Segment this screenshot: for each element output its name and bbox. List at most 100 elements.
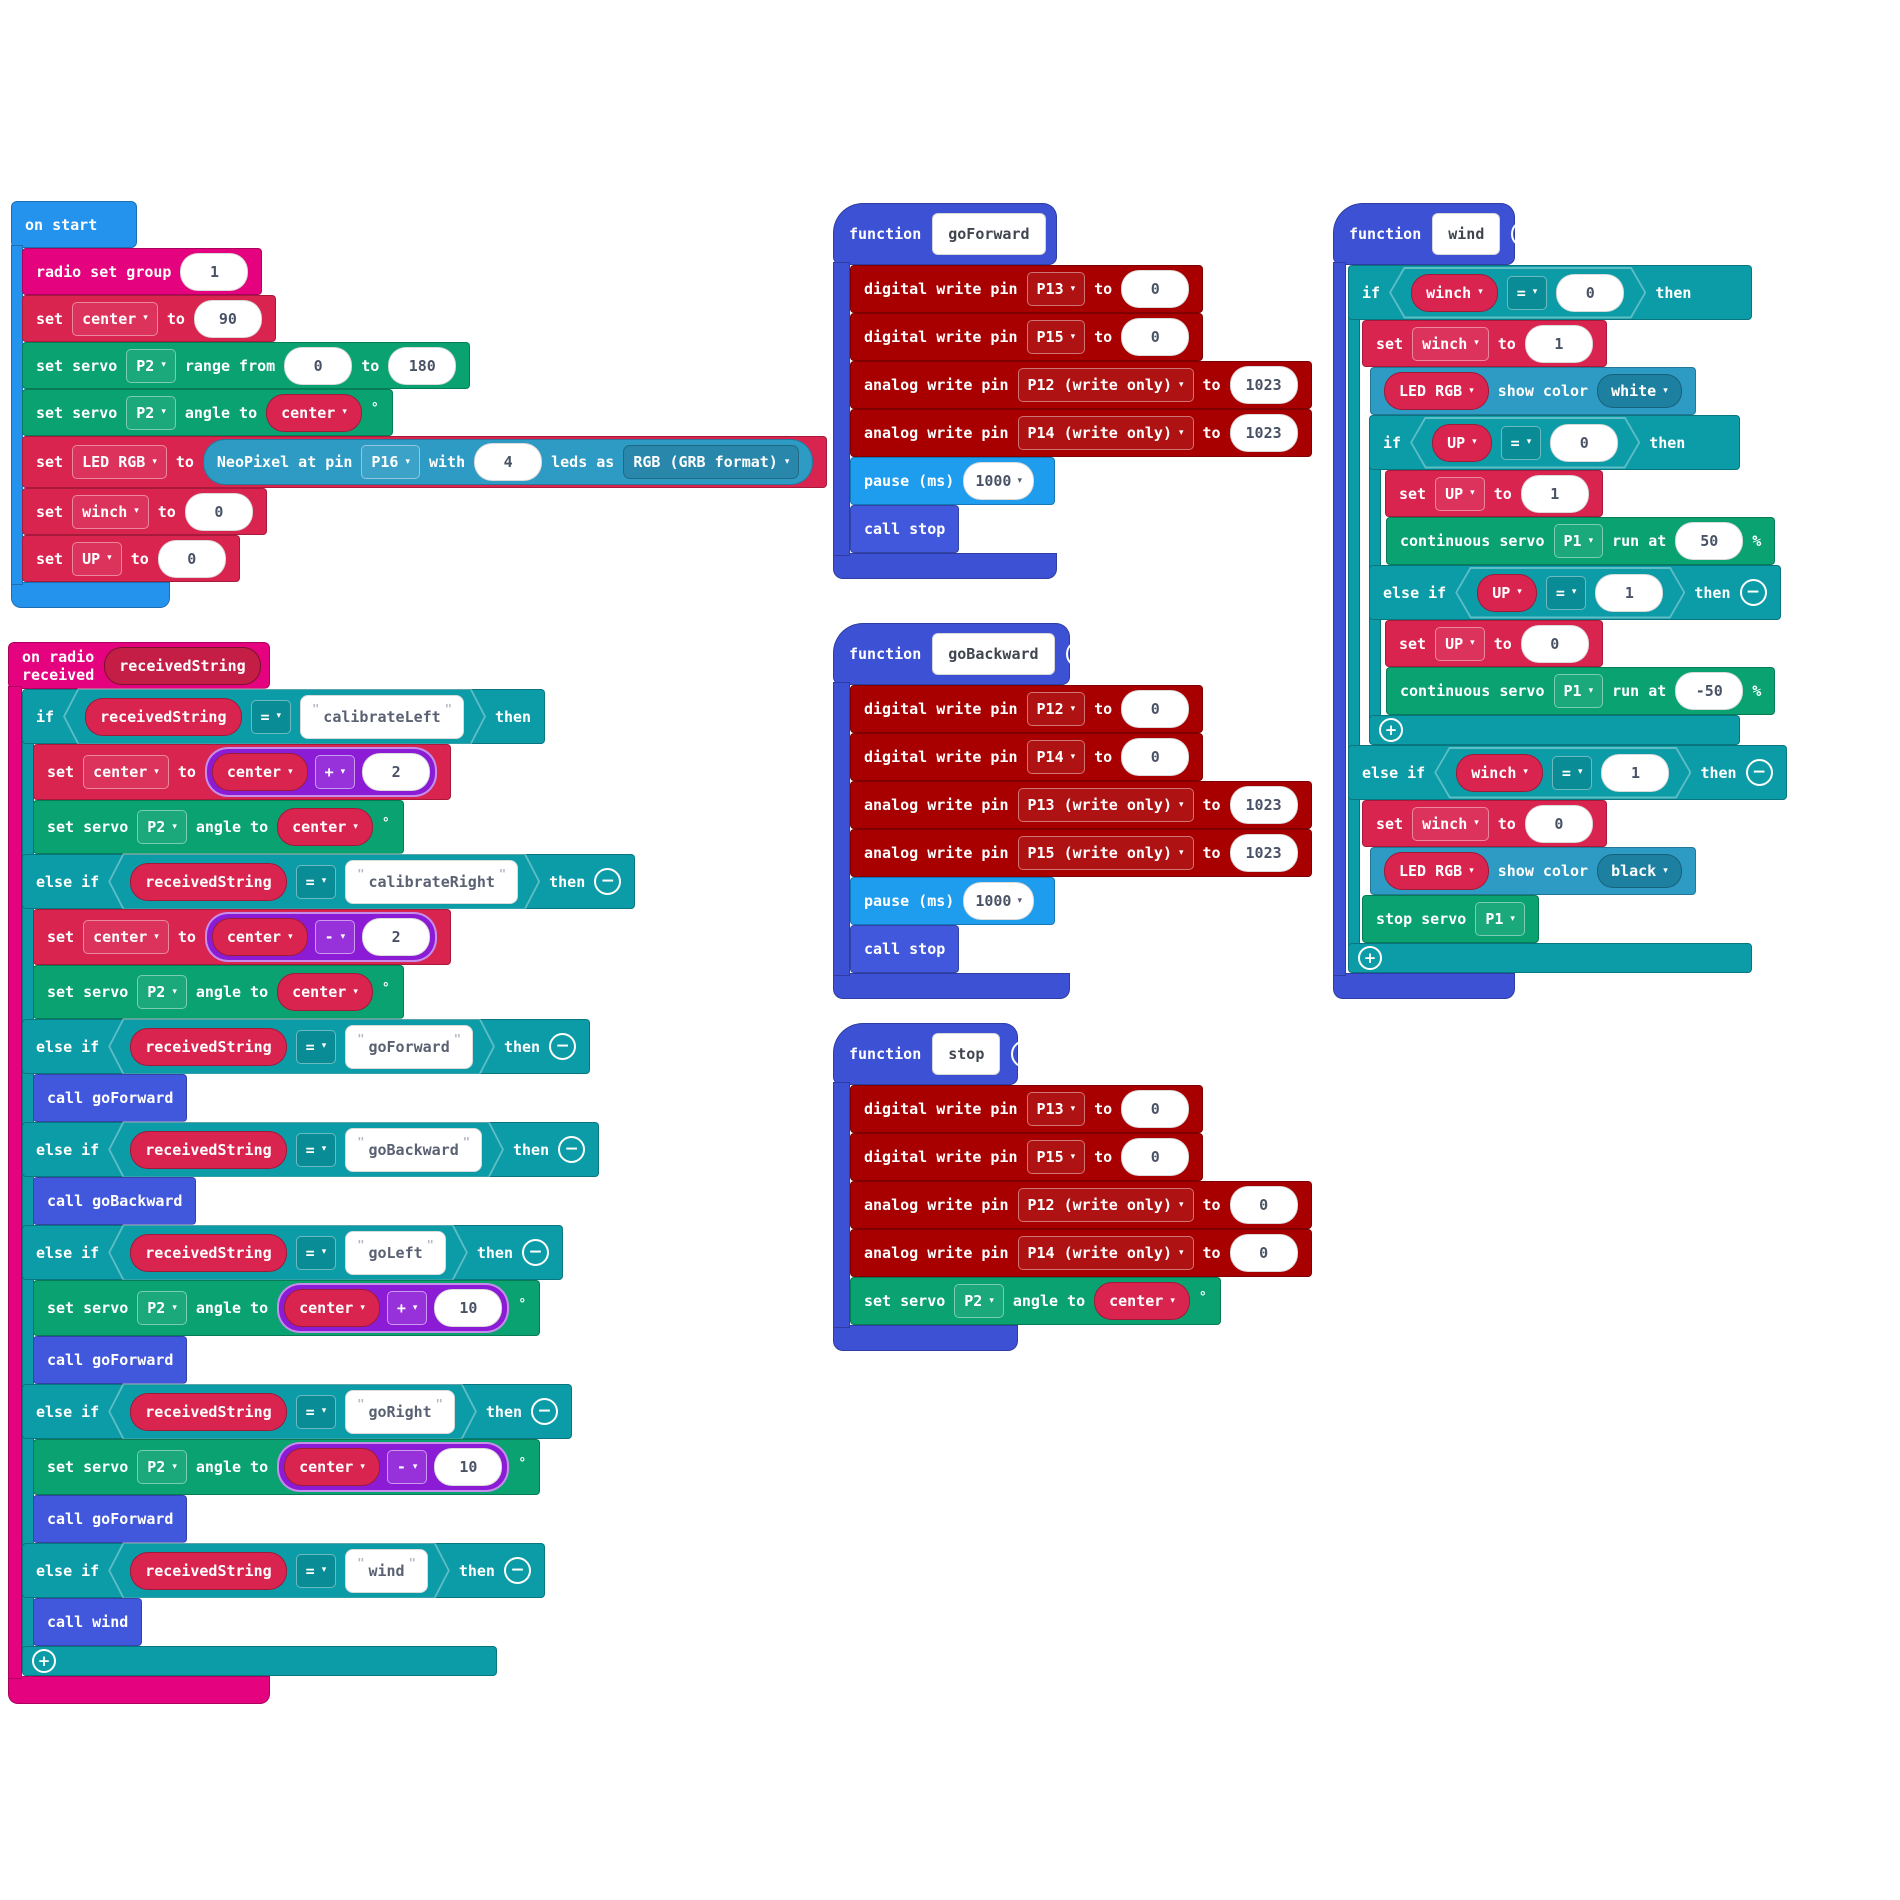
set-up-block[interactable]: set UP to 0 xyxy=(1385,620,1603,667)
call-stop-block[interactable]: call stop xyxy=(850,505,960,553)
pause-block[interactable]: pause (ms) 1000 xyxy=(850,877,1055,925)
remove-clause-icon[interactable]: − xyxy=(1745,759,1773,786)
if-clause-winch-0[interactable]: if winch = 0 then xyxy=(1348,265,1752,320)
stop-servo-block[interactable]: stop servo P1 xyxy=(1362,895,1539,943)
value-field[interactable]: 0 xyxy=(184,492,253,531)
collapse-chevron-icon[interactable] xyxy=(1056,220,1085,248)
on-radio-foot[interactable] xyxy=(8,1676,270,1704)
variable-pill-led-rgb[interactable]: LED RGB xyxy=(1384,852,1489,890)
value-field[interactable]: 1 xyxy=(1524,324,1593,363)
pin-dropdown[interactable]: P13 (write only) xyxy=(1017,788,1194,822)
servo-pin-dropdown[interactable]: P2 xyxy=(137,1450,187,1484)
function-foot[interactable] xyxy=(1333,973,1515,999)
value-field[interactable]: 1023 xyxy=(1229,834,1298,872)
variable-pill-led-rgb[interactable]: LED RGB xyxy=(1384,372,1489,410)
variable-pill-center[interactable]: center xyxy=(284,1289,380,1327)
servo-angle-block[interactable]: set servo P2 angle to center ° xyxy=(33,965,404,1019)
variable-pill-received-string[interactable]: receivedString xyxy=(130,1392,287,1431)
value-field[interactable]: 0 xyxy=(1524,804,1593,843)
comparator-dropdown[interactable]: = xyxy=(250,699,292,734)
remove-clause-icon[interactable]: − xyxy=(522,1239,549,1266)
function-foot[interactable] xyxy=(833,973,1070,999)
variable-pill-winch[interactable]: winch xyxy=(1456,753,1543,792)
else-if-clause-go-left[interactable]: else if receivedString = goLeft then − xyxy=(22,1225,563,1280)
variable-pill-center[interactable]: center xyxy=(1094,1282,1190,1320)
value-field[interactable]: 0 xyxy=(1520,624,1589,663)
variable-pill-received-string[interactable]: receivedString xyxy=(130,1027,287,1066)
function-name-field[interactable]: wind xyxy=(1432,213,1501,255)
variable-dropdown[interactable]: winch xyxy=(1412,806,1489,841)
variable-pill-up[interactable]: UP xyxy=(1432,423,1492,462)
comparator-dropdown[interactable]: = xyxy=(295,1235,337,1270)
comparator-dropdown[interactable]: = xyxy=(295,1132,337,1167)
comparator-dropdown[interactable]: = xyxy=(1506,275,1548,310)
analog-write-block[interactable]: analog write pin P12 (write only) to 0 xyxy=(850,1181,1312,1229)
digital-write-block[interactable]: digital write pin P13 to 0 xyxy=(850,265,1204,313)
else-if-clause-go-right[interactable]: else if receivedString = goRight then − xyxy=(22,1384,573,1439)
value-field[interactable]: 0 xyxy=(1556,273,1625,312)
value-field[interactable]: 0 xyxy=(1229,1234,1298,1272)
comparator-dropdown[interactable]: = xyxy=(295,1553,337,1588)
variable-dropdown[interactable]: LED RGB xyxy=(72,445,167,479)
call-wind-block[interactable]: call wind xyxy=(33,1598,143,1646)
set-winch-block[interactable]: set winch to 0 xyxy=(22,488,267,535)
on-start-foot[interactable] xyxy=(11,582,170,608)
math-minus-block[interactable]: center - 2 xyxy=(204,912,438,962)
value-field[interactable]: 2 xyxy=(362,918,431,956)
set-led-rgb-block[interactable]: set LED RGB to NeoPixel at pin P16 with … xyxy=(22,436,828,488)
call-go-forward-block[interactable]: call goForward xyxy=(33,1336,188,1384)
string-field[interactable]: goRight xyxy=(345,1389,455,1434)
remove-clause-icon[interactable]: − xyxy=(531,1398,559,1425)
neopixel-create-block[interactable]: NeoPixel at pin P16 with 4 leds as RGB (… xyxy=(202,439,814,485)
remove-clause-icon[interactable]: − xyxy=(594,868,622,895)
value-field[interactable]: 1 xyxy=(1520,474,1589,513)
digital-write-block[interactable]: digital write pin P13 to 0 xyxy=(850,1085,1204,1133)
set-center-plus-block[interactable]: set center to center + 2 xyxy=(33,744,452,800)
if-clause-up-0[interactable]: if UP = 0 then xyxy=(1369,415,1740,470)
set-winch-block[interactable]: set winch to 0 xyxy=(1362,800,1607,847)
servo-range-block[interactable]: set servo P2 range from 0 to 180 xyxy=(22,342,471,389)
speed-field[interactable]: 50 xyxy=(1675,522,1744,560)
color-dropdown-black[interactable]: black xyxy=(1597,854,1682,888)
variable-dropdown[interactable]: UP xyxy=(72,541,122,576)
servo-pin-dropdown[interactable]: P2 xyxy=(126,395,176,430)
pause-duration-field[interactable]: 1000 xyxy=(963,882,1034,920)
pin-dropdown[interactable]: P12 (write only) xyxy=(1017,368,1194,402)
continuous-servo-block[interactable]: continuous servo P1 run at 50 % xyxy=(1386,517,1776,565)
variable-pill-center[interactable]: center xyxy=(277,973,373,1011)
function-name-field[interactable]: goBackward xyxy=(932,633,1055,675)
value-field[interactable]: 0 xyxy=(1121,270,1190,308)
digital-write-block[interactable]: digital write pin P15 to 0 xyxy=(850,1133,1204,1181)
add-clause-icon[interactable]: + xyxy=(32,1649,56,1673)
value-field[interactable]: 2 xyxy=(362,753,431,791)
digital-write-block[interactable]: digital write pin P14 to 0 xyxy=(850,733,1204,781)
value-field[interactable]: 1 xyxy=(1601,753,1670,792)
comparator-dropdown[interactable]: = xyxy=(1545,575,1587,610)
else-if-clause-winch-1[interactable]: else if winch = 1 then − xyxy=(1348,745,1787,800)
pin-dropdown[interactable]: P15 xyxy=(1026,320,1086,354)
variable-dropdown[interactable]: UP xyxy=(1435,476,1485,511)
value-field[interactable]: 1023 xyxy=(1229,414,1298,452)
set-up-block[interactable]: set UP to 1 xyxy=(1385,470,1603,517)
comparator-dropdown[interactable]: = xyxy=(1551,755,1593,790)
servo-angle-plus-block[interactable]: set servo P2 angle to center + 10 ° xyxy=(33,1280,541,1336)
digital-write-block[interactable]: digital write pin P15 to 0 xyxy=(850,313,1204,361)
function-name-field[interactable]: stop xyxy=(932,1033,1001,1075)
neopixel-pin-dropdown[interactable]: P16 xyxy=(361,445,420,479)
math-plus-block[interactable]: center + 10 xyxy=(277,1283,510,1333)
pause-duration-field[interactable]: 1000 xyxy=(963,462,1034,500)
analog-write-block[interactable]: analog write pin P14 (write only) to 102… xyxy=(850,409,1312,457)
call-go-backward-block[interactable]: call goBackward xyxy=(33,1177,197,1225)
variable-pill-received-string[interactable]: receivedString xyxy=(130,1233,287,1272)
servo-pin-dropdown[interactable]: P1 xyxy=(1553,674,1604,708)
variable-pill-up[interactable]: UP xyxy=(1477,573,1537,612)
string-field[interactable]: goForward xyxy=(345,1024,473,1069)
comparator-dropdown[interactable]: = xyxy=(295,1394,337,1429)
variable-pill-center[interactable]: center xyxy=(211,753,308,791)
received-string-param-pill[interactable]: receivedString xyxy=(104,646,261,685)
servo-angle-minus-block[interactable]: set servo P2 angle to center - 10 ° xyxy=(33,1439,541,1495)
function-header-stop[interactable]: function stop xyxy=(833,1023,1040,1085)
else-if-clause-go-backward[interactable]: else if receivedString = goBackward then… xyxy=(22,1122,600,1177)
pin-dropdown[interactable]: P12 (write only) xyxy=(1017,1188,1194,1222)
value-field[interactable]: 1023 xyxy=(1229,786,1298,824)
